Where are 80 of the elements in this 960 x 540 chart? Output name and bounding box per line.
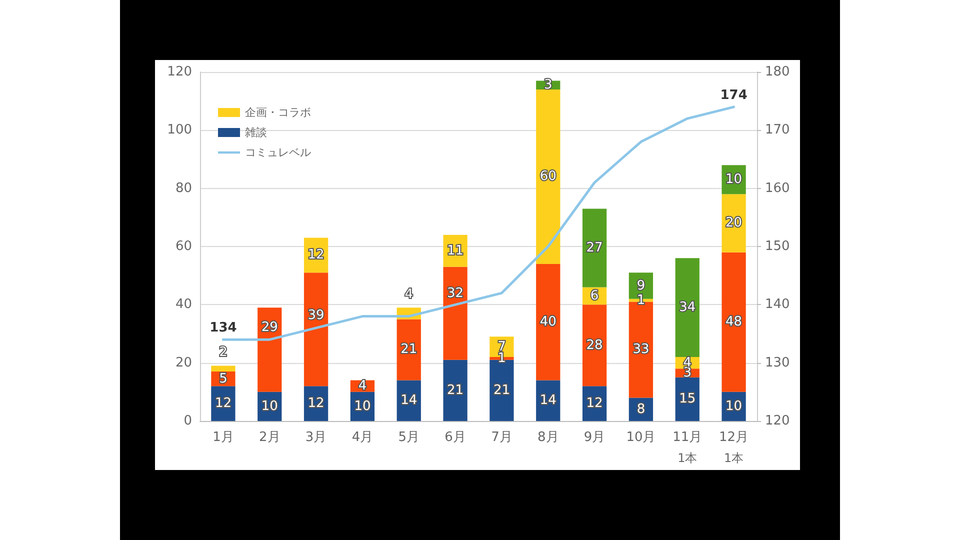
data-label: 4 [358,378,367,394]
bar [211,366,236,372]
x-tick-label: 6月 [444,430,466,445]
data-label: 21 [400,342,418,358]
x-tick-label: 7月 [491,430,512,445]
data-label: 10 [261,398,278,414]
bar [396,319,421,380]
data-label: 48 [726,314,742,330]
bar [675,258,700,358]
data-label: 60 [540,169,556,184]
y-tick-label: 40 [175,297,192,312]
data-label: 39 [308,308,324,323]
bar [536,89,560,264]
bar [722,194,746,252]
data-label: 29 [261,320,278,336]
data-label: 10 [354,398,371,414]
data-label: 8 [636,402,646,417]
x-tick-label: 2月 [258,430,280,445]
data-label: 34 [679,300,696,316]
data-label: 2 [219,345,228,360]
legend-label: コミュレベル [245,146,311,159]
data-label: 33 [632,342,650,358]
x-tick-label: 12月 [719,430,749,445]
y-tick-label: 60 [175,239,192,254]
x-tick-label: 9月 [584,430,606,445]
bar [443,360,468,421]
data-label: 12 [308,396,324,412]
bar [722,252,746,392]
data-label: 28 [586,338,603,353]
data-label: 32 [447,286,464,301]
bar [304,272,328,386]
y2-tick-label: 160 [765,180,790,196]
data-label: 14 [400,393,418,408]
legend-label: 雑談 [245,126,267,139]
data-label: 40 [540,314,556,330]
data-label: 15 [679,392,696,407]
x-tick-label: 10月 [626,430,656,445]
text: 1本 [724,451,744,465]
data-label: 20 [726,216,742,231]
data-label: 9 [636,278,646,294]
y2-tick-label: 150 [765,239,790,254]
data-label: 174 [720,88,748,103]
data-label: 5 [219,371,228,386]
y2-tick-label: 140 [765,297,790,312]
data-label: 12 [214,396,232,412]
y2-tick-label: 120 [765,414,790,428]
legend-label: 企画・コラボ [245,106,311,119]
data-label: 134 [210,320,237,336]
data-label: 1 [498,350,506,366]
data-label: 12 [308,248,324,263]
data-label: 21 [493,382,510,398]
y-tick-label: 80 [175,180,192,196]
data-label: 21 [447,382,464,398]
x-tick-label: 3月 [305,430,327,445]
bar [582,304,607,386]
y-tick-label: 20 [175,355,192,370]
y2-tick-label: 180 [765,64,790,80]
y-tick-label: 0 [184,414,192,428]
data-label: 14 [540,393,556,408]
bar [582,208,607,288]
data-label: 6 [590,288,599,304]
bar [443,266,468,360]
y2-tick-label: 170 [765,122,790,138]
y-tick-label: 120 [167,64,192,80]
x-tick-label: 8月 [537,430,559,445]
data-label: 27 [586,240,603,256]
y-tick-label: 100 [167,122,192,138]
x-tick-label: 5月 [398,430,420,445]
x-tick-label: 1月 [212,430,234,445]
y2-tick-label: 130 [765,355,790,370]
x-tick-label: 11月 [672,430,702,445]
data-label: 10 [726,172,742,188]
data-label: 10 [726,398,742,414]
data-label: 3 [544,78,552,93]
data-label: 4 [404,287,414,302]
text: 1本 [678,451,698,465]
bar [536,264,560,380]
data-label: 11 [447,243,464,258]
data-label: 12 [586,396,603,412]
x-tick-label: 4月 [352,430,374,445]
